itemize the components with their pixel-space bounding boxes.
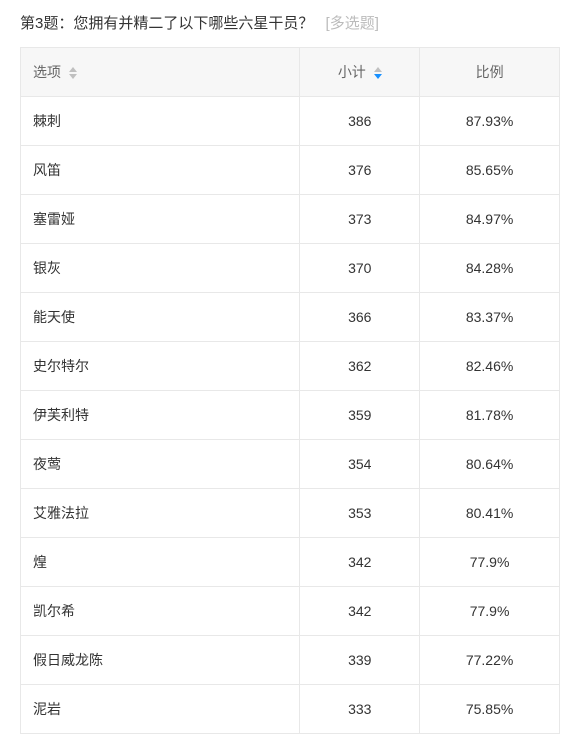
- question-type-tag: [多选题]: [326, 15, 379, 32]
- cell-option: 伊芙利特: [21, 391, 300, 440]
- results-table: 选项 小计 比例: [20, 47, 560, 734]
- col-header-percent-label: 比例: [476, 64, 504, 80]
- table-row: 能天使36683.37%: [21, 293, 560, 342]
- cell-percent: 83.37%: [420, 293, 560, 342]
- cell-count: 353: [300, 489, 420, 538]
- col-header-percent: 比例: [420, 48, 560, 97]
- cell-percent: 81.78%: [420, 391, 560, 440]
- cell-option: 史尔特尔: [21, 342, 300, 391]
- table-row: 凯尔希34277.9%: [21, 587, 560, 636]
- cell-percent: 84.28%: [420, 244, 560, 293]
- cell-percent: 77.9%: [420, 538, 560, 587]
- cell-percent: 77.22%: [420, 636, 560, 685]
- cell-count: 362: [300, 342, 420, 391]
- table-row: 煌34277.9%: [21, 538, 560, 587]
- table-body: 棘刺38687.93%风笛37685.65%塞雷娅37384.97%银灰3708…: [21, 97, 560, 734]
- table-row: 银灰37084.28%: [21, 244, 560, 293]
- cell-option: 塞雷娅: [21, 195, 300, 244]
- col-header-option-label: 选项: [33, 64, 61, 80]
- cell-count: 342: [300, 587, 420, 636]
- cell-count: 370: [300, 244, 420, 293]
- table-row: 假日威龙陈33977.22%: [21, 636, 560, 685]
- cell-option: 能天使: [21, 293, 300, 342]
- cell-percent: 82.46%: [420, 342, 560, 391]
- table-row: 棘刺38687.93%: [21, 97, 560, 146]
- cell-option: 夜莺: [21, 440, 300, 489]
- cell-option: 泥岩: [21, 685, 300, 734]
- cell-percent: 87.93%: [420, 97, 560, 146]
- cell-count: 366: [300, 293, 420, 342]
- cell-percent: 85.65%: [420, 146, 560, 195]
- cell-count: 376: [300, 146, 420, 195]
- cell-count: 339: [300, 636, 420, 685]
- cell-option: 棘刺: [21, 97, 300, 146]
- sort-icon[interactable]: [69, 67, 77, 79]
- cell-option: 假日威龙陈: [21, 636, 300, 685]
- cell-count: 359: [300, 391, 420, 440]
- cell-count: 386: [300, 97, 420, 146]
- cell-count: 333: [300, 685, 420, 734]
- col-header-option[interactable]: 选项: [21, 48, 300, 97]
- cell-percent: 84.97%: [420, 195, 560, 244]
- cell-percent: 80.64%: [420, 440, 560, 489]
- cell-option: 煌: [21, 538, 300, 587]
- question-header: 第3题：您拥有并精二了以下哪些六星干员？ [多选题]: [0, 0, 580, 47]
- sort-icon[interactable]: [374, 67, 382, 79]
- table-row: 艾雅法拉35380.41%: [21, 489, 560, 538]
- table-row: 泥岩33375.85%: [21, 685, 560, 734]
- table-row: 史尔特尔36282.46%: [21, 342, 560, 391]
- cell-percent: 77.9%: [420, 587, 560, 636]
- cell-percent: 80.41%: [420, 489, 560, 538]
- col-header-count[interactable]: 小计: [300, 48, 420, 97]
- cell-option: 风笛: [21, 146, 300, 195]
- cell-option: 艾雅法拉: [21, 489, 300, 538]
- table-row: 风笛37685.65%: [21, 146, 560, 195]
- cell-option: 凯尔希: [21, 587, 300, 636]
- question-text: 您拥有并精二了以下哪些六星干员？: [73, 15, 313, 32]
- cell-count: 373: [300, 195, 420, 244]
- cell-percent: 75.85%: [420, 685, 560, 734]
- table-row: 夜莺35480.64%: [21, 440, 560, 489]
- col-header-count-label: 小计: [338, 64, 366, 80]
- table-row: 伊芙利特35981.78%: [21, 391, 560, 440]
- cell-count: 342: [300, 538, 420, 587]
- table-row: 塞雷娅37384.97%: [21, 195, 560, 244]
- table-header-row: 选项 小计 比例: [21, 48, 560, 97]
- cell-option: 银灰: [21, 244, 300, 293]
- cell-count: 354: [300, 440, 420, 489]
- question-prefix: 第3题：: [20, 15, 73, 32]
